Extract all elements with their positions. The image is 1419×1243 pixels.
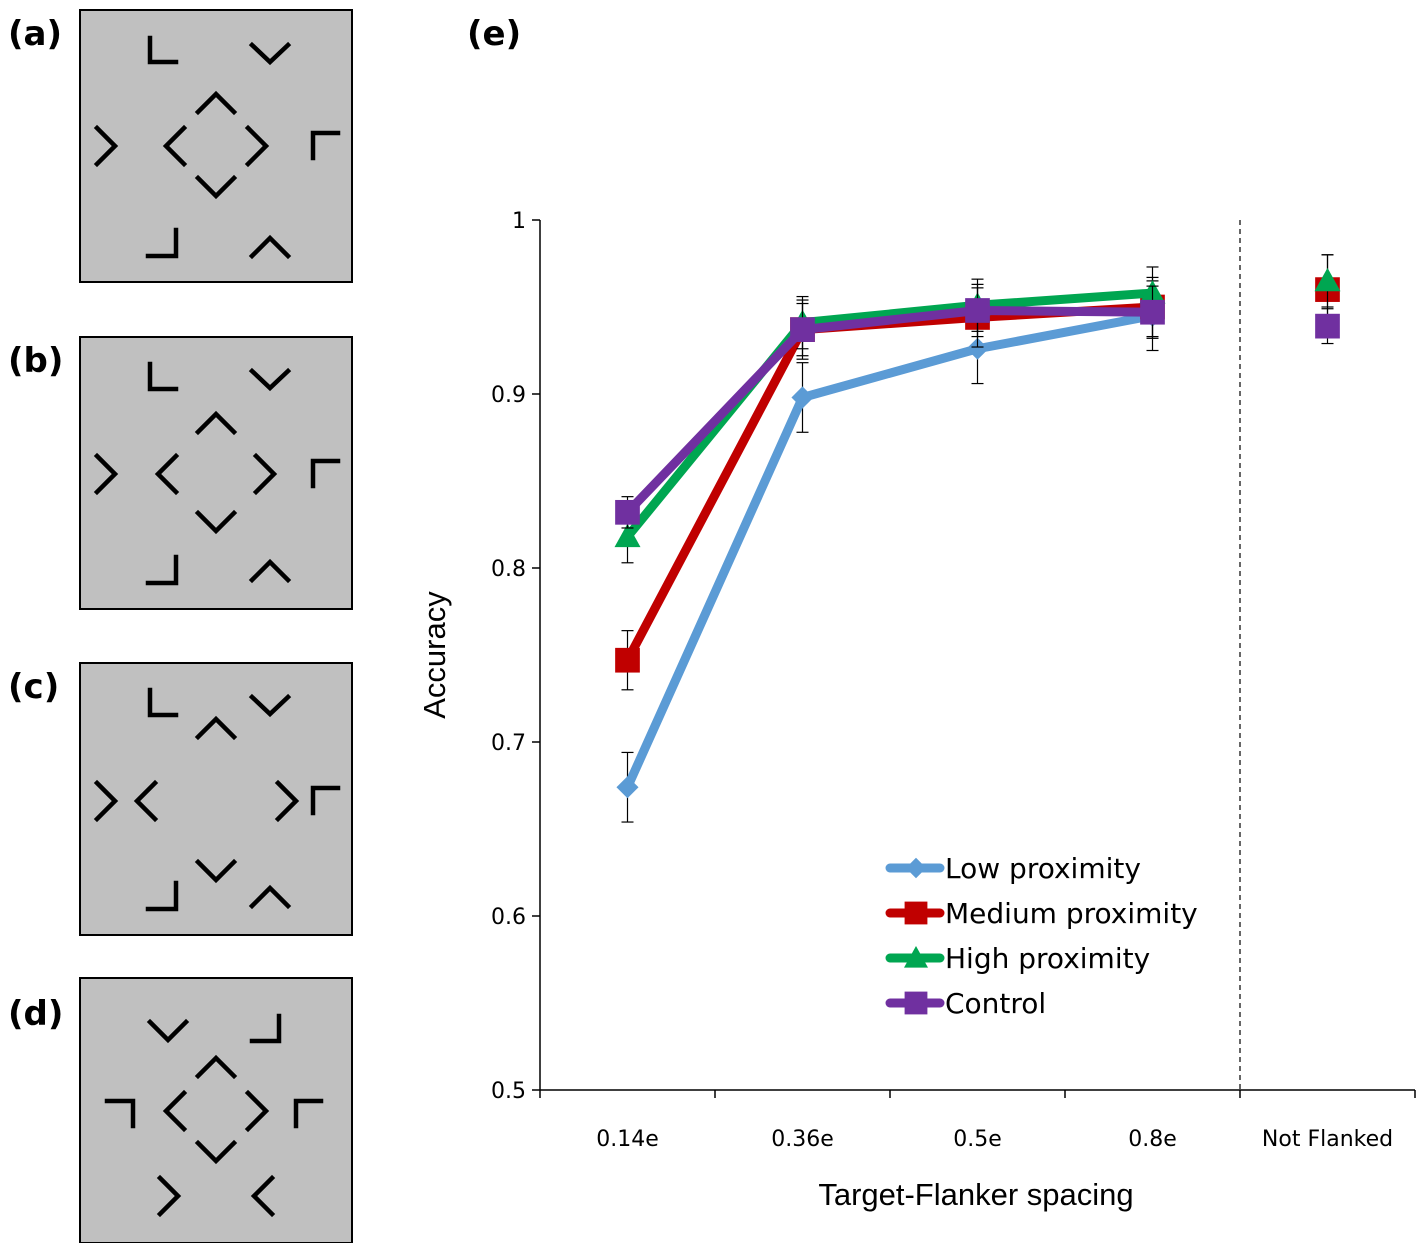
panel-a: (a) (8, 9, 353, 283)
x-tick-label: 0.8e (1128, 1127, 1177, 1152)
legend-label: Medium proximity (945, 897, 1198, 930)
stimulus-glyphs-d (104, 1013, 324, 1218)
legend-item: Low proximity (885, 852, 1141, 885)
panel-b: (b) (8, 336, 353, 610)
accuracy-chart: (e) 0.5 0.6 0.7 0.8 0.9 1 0.14e 0.36e 0.5e 0.8e N… (417, 14, 1416, 1212)
legend-item: High proximity (885, 942, 1150, 975)
y-tick-label: 0.7 (491, 731, 526, 756)
stimulus-glyphs-a (93, 35, 341, 260)
panel-label-c: (c) (8, 667, 59, 707)
y-tick-label: 1 (512, 209, 526, 234)
x-tick-label: 0.36e (771, 1127, 834, 1152)
chart-panel-label: (e) (467, 14, 521, 54)
series-line (623, 305, 1157, 517)
y-tick-label: 0.5 (491, 1079, 526, 1104)
stimulus-box-a (79, 9, 353, 283)
y-tick-label: 0.6 (491, 905, 526, 930)
data-point (1315, 313, 1340, 339)
x-tick-labels: 0.14e 0.36e 0.5e 0.8e Not Flanked (596, 1127, 1393, 1152)
data-point (791, 386, 814, 409)
legend-swatch-marker (904, 991, 928, 1015)
legend-swatch-marker (905, 857, 927, 879)
stimulus-box-b (79, 336, 353, 610)
stimulus-glyphs-b (93, 361, 341, 586)
stimulus-panels: (a) (b) (8, 9, 353, 1243)
x-tick-label: 0.14e (596, 1127, 659, 1152)
x-tick-label: 0.5e (953, 1127, 1002, 1152)
series-line (623, 311, 1157, 792)
data-point (615, 499, 640, 525)
data-point (790, 317, 815, 342)
y-tick-label: 0.9 (491, 383, 526, 408)
legend-swatch-marker (904, 901, 928, 925)
data-point (965, 298, 990, 323)
series-line (623, 288, 1157, 542)
y-axis-title: Accuracy (417, 591, 452, 719)
panel-c: (c) (8, 662, 353, 936)
data-point (614, 523, 641, 548)
legend-item: Control (885, 987, 1046, 1020)
data-point (616, 776, 639, 799)
panel-label-b: (b) (8, 341, 63, 381)
data-point (615, 647, 640, 673)
legend-item: Medium proximity (885, 897, 1198, 930)
chart-legend: Low proximity Medium proximity High proxim… (885, 852, 1198, 1020)
legend-label: High proximity (945, 942, 1150, 975)
legend-label: Low proximity (945, 852, 1141, 885)
legend-label: Control (945, 987, 1046, 1020)
data-point (966, 337, 989, 360)
y-tick-label: 0.8 (491, 557, 526, 582)
data-point (1314, 267, 1341, 292)
stimulus-box-c (79, 662, 353, 936)
stimulus-glyphs-c (93, 687, 341, 912)
series-low-proximity (616, 280, 1164, 823)
panel-d: (d) (8, 977, 353, 1243)
data-series (614, 254, 1341, 823)
series-control (615, 283, 1340, 529)
panel-label-a: (a) (8, 14, 62, 54)
stimulus-box-d (79, 977, 353, 1243)
panel-label-d: (d) (8, 994, 63, 1034)
chart-axes (532, 219, 1416, 1098)
y-tick-labels: 0.5 0.6 0.7 0.8 0.9 1 (491, 209, 526, 1104)
legend-swatch-marker (904, 946, 928, 968)
x-tick-label: Not Flanked (1262, 1127, 1393, 1152)
data-point (1140, 299, 1165, 325)
x-axis-title: Target-Flanker spacing (818, 1177, 1133, 1212)
